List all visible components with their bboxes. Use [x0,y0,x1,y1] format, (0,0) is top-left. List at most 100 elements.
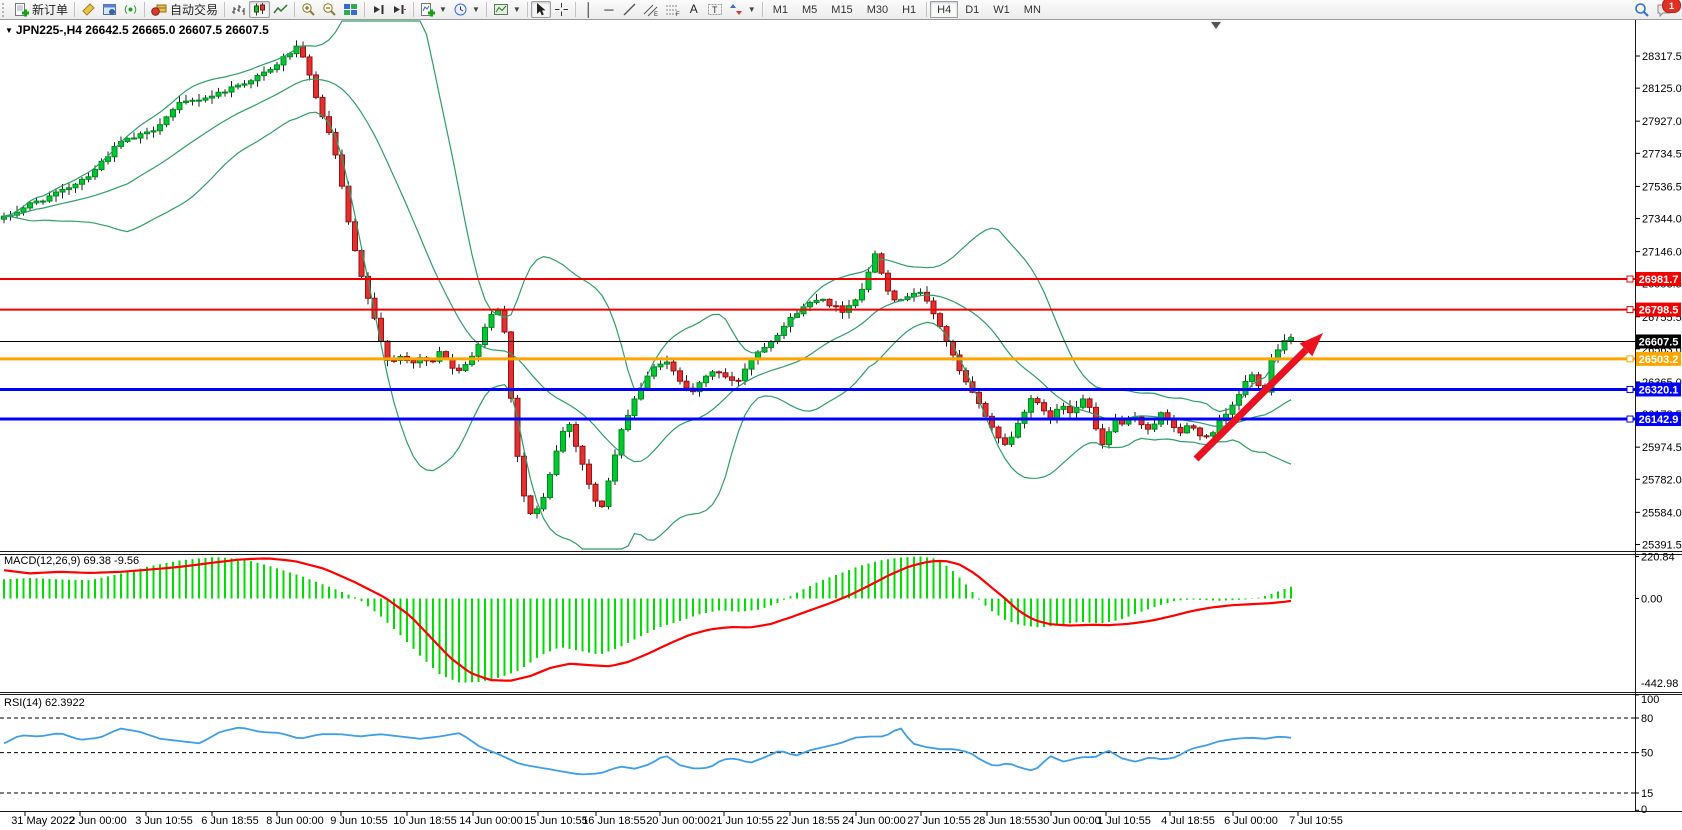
timeframe-button-MN[interactable]: MN [1017,1,1048,18]
svg-text:28 Jun 18:55: 28 Jun 18:55 [973,815,1037,827]
trendline-tool-button[interactable] [619,1,640,18]
svg-text:T: T [712,5,718,15]
timeframe-button-M15[interactable]: M15 [824,1,859,18]
rsi-pane: 100 80 50 15 0 [0,694,1659,816]
svg-text:26503.2: 26503.2 [1639,354,1679,366]
separator [224,2,226,17]
templates-button[interactable]: ▼ [490,1,524,18]
fibonacci-tool-button[interactable]: F [662,1,684,18]
crosshair-tool-button[interactable] [551,1,572,18]
new-order-icon [15,3,29,17]
arrows-tool-button[interactable]: ▼ [726,1,759,18]
svg-text:20 Jun 00:00: 20 Jun 00:00 [646,815,710,827]
text-tool-button[interactable]: A [684,1,704,18]
chart-shift-marker[interactable] [1211,22,1221,29]
macd-pane: 220.84 0.00 -442.98 [3,551,1678,690]
tile-windows-button[interactable] [340,1,361,18]
svg-text:28317.5: 28317.5 [1642,51,1682,63]
notifications-button[interactable]: 1 [1653,0,1681,18]
navigator-button[interactable] [120,1,141,18]
chart-collapse-icon[interactable]: ▼ [5,26,13,35]
timeframe-button-M30[interactable]: M30 [860,1,895,18]
horizontal-line-object[interactable]: 26981.7 [0,272,1681,287]
svg-text:0.00: 0.00 [1641,594,1662,606]
horizontal-line-object[interactable]: 26320.1 [0,382,1681,397]
separator [926,2,928,17]
line-handle[interactable] [1626,415,1634,423]
trend-arrow-annotation[interactable] [1193,333,1323,462]
add-indicator-button[interactable]: ▼ [417,1,450,18]
bar-chart-icon [232,5,245,15]
svg-text:10 Jun 18:55: 10 Jun 18:55 [393,815,457,827]
text-label-icon: T [707,4,722,15]
chart-shift-button[interactable] [389,1,410,18]
line-handle[interactable] [1626,306,1634,314]
timeframe-button-H1[interactable]: H1 [895,1,923,18]
svg-text:6 Jun 18:55: 6 Jun 18:55 [201,815,259,827]
bar-chart-button[interactable] [228,1,249,18]
line-handle[interactable] [1626,355,1634,363]
label-tool-button[interactable]: T [704,1,726,18]
svg-text:24 Jun 00:00: 24 Jun 00:00 [842,815,906,827]
svg-text:27146.0: 27146.0 [1642,247,1682,259]
market-watch-button[interactable] [78,1,99,18]
horizontal-line-object[interactable]: 26142.9 [0,412,1681,427]
add-indicator-icon [421,3,436,17]
svg-text:26981.7: 26981.7 [1639,274,1679,286]
search-button[interactable] [1631,1,1653,18]
svg-text:22 Jun 18:55: 22 Jun 18:55 [776,815,840,827]
candlestick-chart-button[interactable] [249,1,271,18]
chevron-down-icon: ▼ [747,5,756,14]
svg-text:9 Jun 10:55: 9 Jun 10:55 [330,815,388,827]
new-order-button[interactable]: 新订单 [11,1,71,18]
svg-text:3 Jun 10:55: 3 Jun 10:55 [135,815,193,827]
svg-text:25584.0: 25584.0 [1642,507,1682,519]
rsi-indicator-label: RSI(14) 62.3922 [4,697,85,709]
cursor-tool-button[interactable] [530,1,551,18]
separator [364,2,366,17]
timeframe-button-H4[interactable]: H4 [930,1,959,18]
auto-scroll-icon [374,5,384,14]
channel-tool-button[interactable]: E [640,1,662,18]
current-price-line[interactable]: 26607.5 [0,334,1681,349]
timeframe-button-M5[interactable]: M5 [795,1,824,18]
svg-text:25974.5: 25974.5 [1642,442,1682,454]
template-icon [493,4,508,15]
data-window-button[interactable] [99,1,120,18]
zoom-out-button[interactable] [319,1,340,18]
timeframe-button-M1[interactable]: M1 [766,1,795,18]
timeframe-button-D1[interactable]: D1 [958,1,986,18]
zoom-in-button[interactable] [298,1,319,18]
auto-scroll-button[interactable] [368,1,389,18]
new-order-label: 新订单 [32,3,69,17]
horizontal-line-object[interactable]: 26503.2 [0,351,1681,366]
svg-text:E: E [654,12,658,17]
periods-button[interactable]: ▼ [450,1,483,18]
horizontal-line-object[interactable]: 26798.5 [0,302,1681,317]
line-handle[interactable] [1626,275,1634,283]
horizontal-line-tool-button[interactable]: ─ [599,1,619,18]
separator [526,2,528,17]
auto-trading-button[interactable]: 自动交易 [148,1,221,18]
svg-text:80: 80 [1641,713,1653,725]
price-axis: 28317.5 28125.0 27927.0 27734.5 27536.5 27344… [1635,51,1682,551]
svg-text:14 Jun 00:00: 14 Jun 00:00 [459,815,523,827]
svg-text:15 Jun 10:55: 15 Jun 10:55 [524,815,588,827]
bollinger-band-line [3,20,1292,413]
line-chart-button[interactable] [270,1,291,18]
svg-text:26798.5: 26798.5 [1639,305,1679,317]
chevron-down-icon: ▼ [471,5,480,14]
candles-layer [1,40,1294,519]
timeframe-button-W1[interactable]: W1 [986,1,1017,18]
line-handle[interactable] [1626,385,1634,393]
vertical-line-tool-button[interactable]: │ [579,1,599,18]
svg-text:-442.98: -442.98 [1641,678,1678,690]
svg-text:1 Jul 10:55: 1 Jul 10:55 [1097,815,1151,827]
notification-badge: 1 [1662,0,1681,13]
svg-text:2 Jun 00:00: 2 Jun 00:00 [69,815,127,827]
svg-text:25391.5: 25391.5 [1642,539,1682,551]
svg-text:100: 100 [1641,694,1659,706]
